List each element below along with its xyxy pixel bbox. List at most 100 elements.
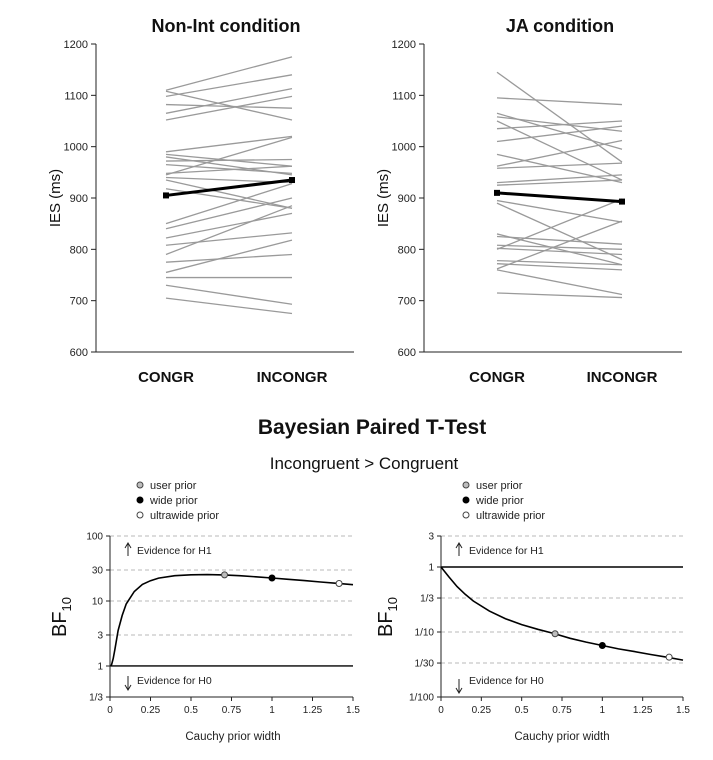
x-tick-label: 0 (438, 705, 444, 716)
subject-line (496, 235, 623, 245)
axes: 1/3 1 3 10 30 100 0 0.25 0.5 0.75 1 1.25 1.5 (86, 532, 360, 717)
y-tick-label: 1/30 (415, 659, 435, 670)
legend-marker (136, 511, 144, 519)
subject-line (496, 120, 623, 181)
panel-non-int: Non-Int condition IES (ms) 600 700 800 900 1… (47, 16, 354, 386)
y-tick-label: 1 (428, 563, 434, 574)
subject-lines (496, 71, 623, 299)
y-tick-label: 3 (97, 630, 103, 641)
y-axis-label: IES (ms) (47, 169, 64, 227)
evidence-h0-arrowhead (455, 687, 463, 694)
x-tick-label: 0.75 (222, 705, 242, 716)
y-tick-label: 1200 (64, 39, 88, 51)
mean-line (496, 191, 623, 204)
panel-title: JA condition (506, 16, 614, 36)
legend-marker (462, 481, 470, 489)
marker-ultrawide-prior (335, 579, 343, 587)
legend-marker (462, 511, 470, 519)
subject-line (165, 95, 293, 121)
y-tick-label: 1/10 (415, 628, 435, 639)
subject-line (496, 263, 623, 271)
y-tick-label: 800 (398, 244, 416, 256)
subject-line (496, 174, 623, 184)
y-tick-label: 1/100 (409, 693, 434, 704)
subject-line (165, 88, 293, 114)
subject-line (165, 165, 293, 175)
x-tick-label: 0.75 (552, 705, 572, 716)
subject-line (496, 162, 623, 169)
mean-line-group (494, 189, 625, 205)
legend-marker (136, 481, 144, 489)
y-tick-label: 800 (70, 244, 88, 256)
subject-line (165, 239, 293, 274)
subject-line (496, 139, 623, 167)
y-tick-label: 600 (70, 347, 88, 359)
subject-line (496, 116, 623, 132)
marker-user-prior (551, 630, 559, 638)
y-tick-label: 1200 (392, 39, 416, 51)
x-tick-label: 0.25 (472, 705, 492, 716)
subject-line (496, 153, 623, 184)
y-axis-label: IES (ms) (375, 169, 392, 227)
y-axis-label: BF10 (49, 597, 74, 637)
y-tick-label: 10 (92, 596, 104, 607)
subject-line (496, 269, 623, 296)
mean-point-incongr (619, 198, 625, 205)
x-tick-label: 1 (600, 705, 606, 716)
legend-label: ultrawide prior (476, 510, 545, 522)
y-tick-label: 1000 (64, 142, 88, 154)
y-tick-label: 1 (97, 661, 103, 672)
subject-line (165, 212, 293, 239)
subject-line (165, 232, 293, 246)
subject-line (165, 74, 293, 98)
evidence-h0-label: Evidence for H0 (469, 675, 544, 687)
x-tick-label: 0.25 (141, 705, 161, 716)
axes: 1/100 1/30 1/10 1/3 1 3 0 0.25 0.5 0.75 1 1.25 1.5 (409, 532, 690, 717)
subject-line (165, 253, 293, 263)
x-tick-label: 0.5 (515, 705, 529, 716)
subject-line (165, 163, 293, 175)
legend-label: wide prior (475, 495, 524, 507)
subject-line (165, 90, 293, 121)
x-tick-label: 0 (107, 705, 113, 716)
mean-line-group (163, 177, 295, 199)
prior-markers (551, 630, 673, 661)
category-label-incongr: INCONGR (587, 369, 658, 386)
marker-user-prior (221, 571, 229, 579)
panel-title: Non-Int condition (152, 16, 301, 36)
y-axis-label-subscript: 10 (385, 597, 400, 611)
category-label-congr: CONGR (138, 369, 194, 386)
marker-ultrawide-prior (665, 653, 673, 661)
subject-line (165, 103, 293, 109)
legend-marker (136, 496, 144, 504)
subject-line (165, 284, 293, 305)
subject-line (496, 71, 623, 163)
x-tick-label: 1 (269, 705, 275, 716)
axes: 600 700 800 900 1000 1100 1200 (392, 39, 682, 359)
evidence-h1-label: Evidence for H1 (469, 545, 544, 557)
bf-curve (110, 573, 354, 667)
subject-line (165, 205, 293, 256)
bf-curve-group (440, 566, 684, 661)
subject-line (496, 199, 623, 223)
axes: 600 700 800 900 1000 1100 1200 (64, 39, 354, 359)
evidence-h1-arrowhead (124, 542, 132, 549)
mean-point-congr (494, 189, 500, 196)
legend-label: user prior (150, 480, 197, 492)
legend: user prior wide prior ultrawide prior (462, 480, 545, 522)
subject-line (165, 135, 293, 153)
subject-lines (165, 56, 293, 315)
y-tick-label: 700 (398, 296, 416, 308)
subject-line (496, 120, 623, 130)
y-tick-label: 900 (70, 193, 88, 205)
svg-text:BF10: BF10 (375, 597, 400, 637)
subject-line (496, 292, 623, 299)
marker-wide-prior (268, 574, 276, 582)
subject-line (165, 158, 293, 162)
y-tick-label: 1/3 (89, 693, 103, 704)
prior-markers (221, 571, 343, 587)
y-axis-label-main: BF (375, 611, 397, 637)
